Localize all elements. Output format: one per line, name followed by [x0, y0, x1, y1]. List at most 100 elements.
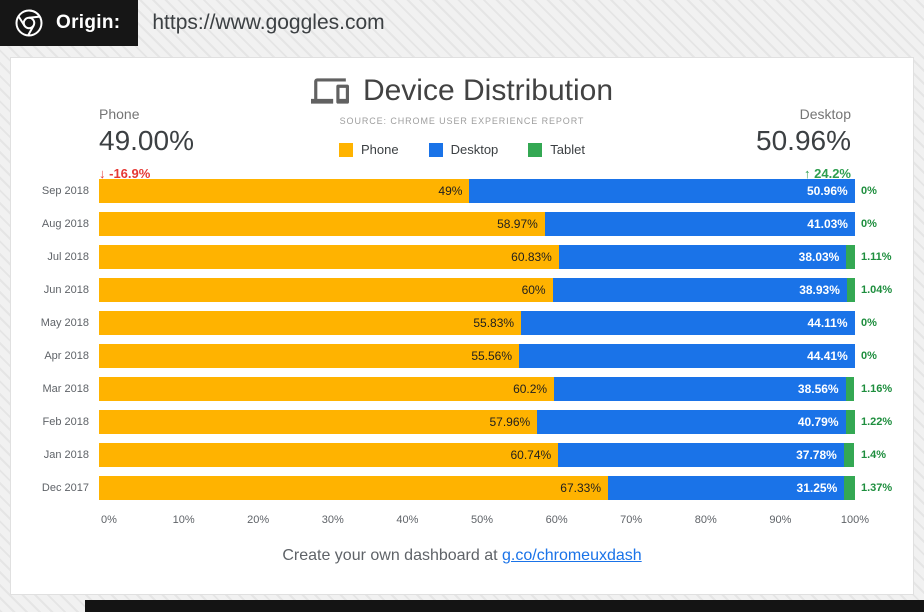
bar-value-label: 31.25% [796, 481, 838, 495]
bar-track: 57.96% 40.79% [99, 410, 855, 434]
x-axis-tick: 80% [694, 514, 717, 526]
bar-value-label: 38.56% [797, 382, 839, 396]
bar-track: 60.74% 37.78% [99, 443, 855, 467]
bar-segment-desktop: 50.96% [469, 179, 855, 203]
legend-item-tablet: Tablet [528, 142, 585, 157]
tablet-value-label: 0% [861, 185, 877, 197]
bar-segment-desktop: 38.93% [552, 278, 847, 302]
desktop-stat-value: 50.96% [756, 125, 851, 156]
bar-track: 60.83% 38.03% [99, 245, 855, 269]
chart-row: Dec 2017 67.33% 31.25% 1.37% [11, 476, 913, 500]
x-axis-tick: 0% [101, 514, 117, 526]
legend-label: Phone [361, 142, 399, 157]
desktop-swatch-icon [428, 142, 443, 157]
x-axis-tick: 20% [247, 514, 270, 526]
chromeuxdash-link[interactable]: g.co/chromeuxdash [502, 547, 642, 564]
page-title: Device Distribution [362, 74, 614, 107]
bar-value-label: 57.96% [489, 415, 531, 429]
x-axis-tick: 100% [840, 514, 870, 526]
bar-value-label: 55.83% [473, 316, 515, 330]
x-axis-tick: 70% [620, 514, 643, 526]
origin-url: https://www.goggles.com [152, 11, 385, 34]
desktop-delta-value: 24.2% [814, 166, 851, 181]
origin-label: Origin: [56, 12, 121, 33]
legend-item-desktop: Desktop [428, 142, 498, 157]
phone-summary-stat: Phone 49.00% ↓ -16.9% [99, 106, 194, 181]
bar-value-label: 60.2% [513, 382, 548, 396]
bar-segment-tablet [845, 377, 855, 401]
bar-track: 49% 50.96% [99, 179, 855, 203]
bar-track: 60% 38.93% [99, 278, 855, 302]
row-category-label: Mar 2018 [42, 383, 89, 395]
x-axis: 0% 10% 20% 30% 40% 50% 60% 70% 80% 90% 100% [101, 509, 869, 531]
tablet-value-label: 1.04% [861, 284, 893, 296]
phone-delta-value: -16.9% [109, 166, 151, 181]
legend-label: Tablet [550, 142, 585, 157]
bar-segment-phone: 60.2% [99, 377, 555, 401]
tablet-value-label: 0% [861, 218, 877, 230]
bar-value-label: 60.74% [510, 448, 552, 462]
bar-segment-desktop: 44.41% [519, 344, 855, 368]
row-category-label: Jan 2018 [43, 449, 89, 461]
bar-segment-desktop: 38.56% [554, 377, 846, 401]
up-arrow-icon: ↑ [804, 166, 811, 181]
tablet-value-label: 1.4% [861, 449, 887, 461]
x-axis-tick: 90% [769, 514, 792, 526]
bar-segment-phone: 57.96% [99, 410, 538, 434]
row-category-label: Jul 2018 [47, 251, 89, 263]
bar-segment-desktop: 40.79% [537, 410, 846, 434]
bar-value-label: 44.41% [807, 349, 848, 363]
bar-track: 55.83% 44.11% [99, 311, 855, 335]
chart-row: Aug 2018 58.97% 41.03% 0% [11, 212, 913, 236]
row-category-label: Sep 2018 [41, 185, 89, 197]
footer-text: Create your own dashboard at [282, 547, 498, 564]
chart-source-subtitle: SOURCE: CHROME USER EXPERIENCE REPORT [339, 116, 585, 126]
phone-stat-label: Phone [99, 106, 140, 122]
row-category-label: Aug 2018 [41, 218, 89, 230]
bar-segment-phone: 67.33% [99, 476, 608, 500]
down-arrow-icon: ↓ [99, 166, 106, 181]
x-axis-tick: 50% [470, 514, 494, 526]
bar-value-label: 55.56% [471, 349, 513, 363]
x-axis-tick: 30% [321, 514, 344, 526]
tablet-swatch-icon [528, 142, 543, 157]
bar-value-label: 44.11% [807, 316, 848, 330]
bar-segment-phone: 55.56% [99, 344, 520, 368]
chart-row: Mar 2018 60.2% 38.56% 1.16% [11, 377, 913, 401]
row-category-label: Feb 2018 [42, 416, 89, 428]
chart-rows: Sep 2018 49% 50.96% 0% Aug 2018 58.97% 41.03% 0… [11, 179, 913, 500]
bar-segment-tablet [846, 278, 855, 302]
chart-row: Sep 2018 49% 50.96% 0% [11, 179, 913, 203]
bar-segment-desktop: 38.03% [558, 245, 847, 269]
bar-segment-phone: 60% [99, 278, 553, 302]
bar-segment-desktop: 31.25% [608, 476, 845, 500]
tablet-value-label: 1.16% [861, 383, 893, 395]
devices-icon [310, 78, 349, 104]
row-category-label: May 2018 [40, 317, 89, 329]
bar-segment-desktop: 44.11% [521, 311, 855, 335]
bar-segment-phone: 60.74% [99, 443, 559, 467]
bar-value-label: 37.78% [796, 448, 837, 462]
x-axis-tick: 40% [396, 514, 419, 526]
bar-track: 58.97% 41.03% [99, 212, 855, 236]
chart-row: Feb 2018 57.96% 40.79% 1.22% [11, 410, 913, 434]
bar-value-label: 58.97% [497, 217, 538, 231]
tablet-value-label: 0% [861, 350, 877, 362]
card-header: Device Distribution SOURCE: CHROME USER … [11, 58, 913, 126]
bar-track: 60.2% 38.56% [99, 377, 855, 401]
bar-value-label: 41.03% [807, 217, 848, 231]
tablet-value-label: 1.11% [861, 251, 892, 263]
bar-track: 55.56% 44.41% [99, 344, 855, 368]
chart-row: Jun 2018 60% 38.93% 1.04% [11, 278, 913, 302]
chart-row: Apr 2018 55.56% 44.41% 0% [11, 344, 913, 368]
tablet-value-label: 1.22% [861, 416, 893, 428]
bar-segment-desktop: 37.78% [558, 443, 844, 467]
row-category-label: Jun 2018 [43, 284, 89, 296]
dashboard-card: Device Distribution SOURCE: CHROME USER … [10, 57, 914, 595]
top-bar: Origin: https://www.goggles.com [0, 0, 924, 46]
bar-value-label: 60% [521, 283, 546, 297]
desktop-stat-delta: ↑ 24.2% [756, 166, 851, 181]
bar-value-label: 38.93% [799, 283, 840, 297]
bar-segment-tablet [846, 245, 855, 269]
x-axis-tick: 10% [172, 514, 195, 526]
